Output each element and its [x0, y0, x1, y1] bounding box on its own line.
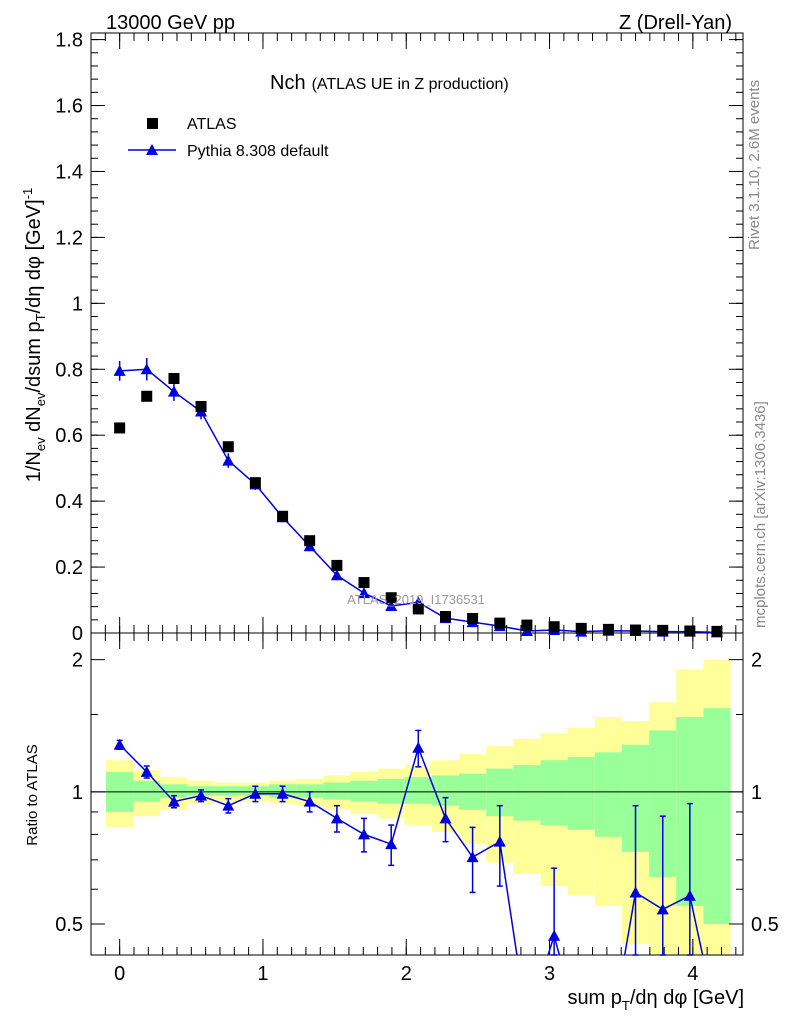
mc-ratio-point — [548, 929, 561, 941]
mc-point — [167, 385, 180, 397]
plot-title: Nch (ATLAS UE in Z production) — [270, 72, 509, 94]
atlas-data-point — [602, 623, 614, 635]
ratio-band-inner — [377, 778, 405, 804]
atlas-data-point — [494, 617, 506, 629]
ratio-y-tick-label-right: 2 — [751, 650, 762, 672]
ratio-band-inner — [703, 708, 731, 925]
ratio-y-axis-label: Ratio to ATLAS — [24, 744, 41, 845]
mc-ratio-point — [222, 799, 235, 811]
ratio-band-inner — [567, 757, 595, 830]
ratio-band-inner — [513, 765, 541, 821]
atlas-data-point — [575, 622, 587, 634]
mc-ratio-point — [493, 835, 506, 847]
mcplots-label: mcplots.cern.ch [arXiv:1306.3436] — [752, 401, 769, 628]
main-y-tick-label: 0.8 — [55, 359, 83, 381]
mc-point — [330, 569, 343, 581]
mc-ratio-point — [385, 838, 398, 850]
mc-ratio-point — [167, 795, 180, 807]
ratio-band-inner — [594, 752, 622, 837]
atlas-data-point — [195, 401, 207, 413]
atlas-data-point — [141, 390, 153, 402]
mc-ratio-point — [656, 903, 669, 915]
atlas-data-point — [548, 621, 560, 633]
atlas-data-point — [521, 619, 533, 631]
mc-ratio-point — [249, 787, 262, 799]
atlas-data-point — [467, 612, 479, 624]
main-y-tick-label: 1 — [72, 293, 83, 315]
ratio-plot-frame — [90, 632, 744, 956]
ratio-band-inner — [323, 782, 351, 800]
mc-ratio-point — [276, 787, 289, 799]
main-y-tick-label: 0.2 — [55, 557, 83, 579]
legend-mc-marker — [146, 144, 158, 155]
atlas-data-point — [277, 510, 289, 522]
atlas-data-point — [222, 441, 234, 453]
ratio-y-tick-label: 2 — [72, 650, 83, 672]
mc-point — [357, 587, 370, 599]
atlas-data-point — [684, 625, 696, 637]
mc-point — [222, 454, 235, 466]
legend-mc-label: Pythia 8.308 default — [187, 143, 329, 160]
main-y-tick-label: 0 — [72, 623, 83, 645]
ratio-band-inner — [350, 780, 378, 802]
atlas-data-point — [358, 577, 370, 589]
plot-title-main: Nch — [270, 72, 306, 94]
mc-ratio-point — [113, 738, 126, 750]
mc-ratio-point — [466, 851, 479, 863]
legend-atlas-marker — [147, 118, 158, 129]
atlas-data-point — [168, 372, 180, 384]
ratio-band-inner — [214, 786, 242, 796]
mc-point — [113, 364, 126, 376]
atlas-data-point — [630, 624, 642, 636]
ratio-band-inner — [540, 760, 568, 826]
main-y-axis-label: 1/Nev dNev/dsum pT/dη dφ [GeV]-1 — [20, 188, 48, 483]
mc-ratio-point — [357, 828, 370, 840]
atlas-data-point — [385, 592, 397, 604]
mc-ratio-point — [195, 789, 208, 801]
atlas-data-point — [331, 559, 343, 571]
mc-point — [140, 363, 153, 375]
header-right: Z (Drell-Yan) — [619, 12, 732, 34]
atlas-data-point — [304, 535, 316, 547]
atlas-data-point — [249, 477, 261, 489]
mc-ratio-point — [412, 741, 425, 753]
x-tick-label: 3 — [544, 963, 555, 985]
main-y-tick-label: 1.6 — [55, 96, 83, 118]
header-left: 13000 GeV pp — [106, 12, 235, 34]
mc-ratio-point — [629, 886, 642, 898]
mc-ratio-point — [330, 812, 343, 824]
mc-ratio-point — [303, 795, 316, 807]
legend-atlas-label: ATLAS — [187, 116, 237, 133]
mc-point — [385, 599, 398, 611]
plot-subtitle: (ATLAS UE in Z production) — [312, 76, 509, 93]
ratio-y-tick-label: 1 — [72, 782, 83, 804]
atlas-data-point — [412, 603, 424, 615]
main-y-tick-label: 0.4 — [55, 491, 83, 513]
mc-ratio-point — [683, 889, 696, 901]
x-tick-label: 0 — [114, 963, 125, 985]
atlas-data-point — [711, 625, 723, 637]
legend: ATLAS Pythia 8.308 default — [128, 116, 329, 160]
mc-ratio-point — [439, 812, 452, 824]
mc-ratio-point — [140, 765, 153, 777]
x-tick-label: 4 — [687, 963, 698, 985]
main-y-tick-label: 1.2 — [55, 227, 83, 249]
ratio-y-tick-label-right: 0.5 — [751, 914, 779, 936]
rivet-version-label: Rivet 3.1.10, 2.6M events — [746, 80, 763, 250]
analysis-watermark: ATLAS_2019_I1736531 — [347, 592, 485, 607]
main-y-tick-label: 1.4 — [55, 161, 83, 183]
x-tick-label: 2 — [401, 963, 412, 985]
atlas-data-point — [114, 422, 126, 434]
ratio-band-inner — [133, 780, 161, 802]
atlas-data-point — [657, 624, 669, 636]
ratio-band-inner — [296, 784, 324, 798]
ratio-y-tick-label-right: 1 — [751, 782, 762, 804]
x-tick-label: 1 — [257, 963, 268, 985]
main-y-tick-label: 1.8 — [55, 30, 83, 52]
main-y-tick-label: 0.6 — [55, 425, 83, 447]
ratio-y-tick-label: 0.5 — [55, 914, 83, 936]
atlas-data-point — [440, 611, 452, 623]
x-axis-label: sum pT/dη dφ [GeV] — [567, 987, 744, 1013]
